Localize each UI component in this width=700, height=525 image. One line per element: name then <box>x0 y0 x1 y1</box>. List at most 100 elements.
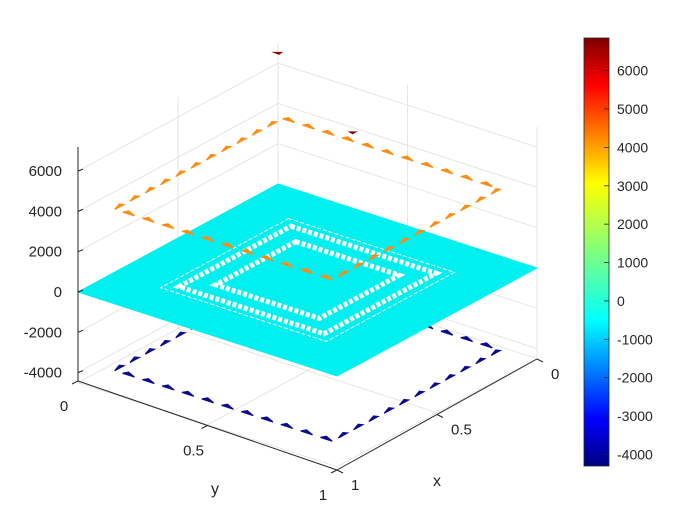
grid-line <box>77 62 538 172</box>
upper-ring-segment <box>160 178 172 186</box>
lower-ring-segment <box>162 384 175 391</box>
grid-line <box>336 358 538 468</box>
y-axis-label: y <box>211 481 219 498</box>
y-tick-mark <box>330 469 338 474</box>
grid-line <box>177 328 438 414</box>
z-tick-label: 0 <box>54 284 62 301</box>
upper-ring-segment <box>414 229 426 237</box>
lower-ring-segment <box>490 349 503 356</box>
lower-ring-segment <box>181 390 195 397</box>
colorbar-tick-label: 0 <box>617 293 625 309</box>
upper-ring-segment <box>282 117 295 124</box>
lower-ring-segment <box>320 435 333 442</box>
surface-plane <box>76 183 539 377</box>
y-tick-mark <box>201 425 208 429</box>
lower-ring-segment <box>144 348 157 355</box>
upper-ring-segment <box>114 203 126 211</box>
y-tick-label: 0.5 <box>183 443 204 460</box>
colorbar: 6000 5000 4000 3000 2000 1000 0 -1000 -2000 -3000… <box>583 37 653 467</box>
upper-ring-segment <box>490 188 503 195</box>
lower-ring-segment <box>414 390 426 398</box>
upper-ring-segment <box>300 268 313 275</box>
upper-ring-segment <box>221 242 234 249</box>
lower-ring-segment <box>221 403 234 410</box>
upper-ring-segment <box>381 149 394 156</box>
lower-ring-segment <box>399 398 411 406</box>
x-tick-mark <box>536 358 544 363</box>
upper-ring-segment <box>280 261 294 268</box>
y-tick-labels: 00.51 <box>60 380 338 504</box>
upper-ring-segment <box>266 120 279 128</box>
colorbar-tick-label: 5000 <box>617 101 648 117</box>
upper-ring-segment <box>320 274 333 281</box>
lower-ring-segment <box>368 415 381 422</box>
upper-ring-segment <box>205 153 218 161</box>
lower-ring-segment <box>444 374 457 381</box>
lower-ring-segment <box>142 377 155 385</box>
upper-ring <box>114 117 503 281</box>
peak-spike <box>271 51 284 55</box>
x-tick-mark <box>436 414 444 418</box>
colorbar-tick-label: -2000 <box>617 370 653 386</box>
inner-spike <box>347 131 358 135</box>
upper-ring-segment <box>181 229 195 236</box>
inner-ring-halo <box>159 218 456 342</box>
x-tick-labels: 00.51 <box>336 358 559 494</box>
colorbar-tick-label: 3000 <box>617 178 648 194</box>
lower-ring-segment <box>114 364 126 372</box>
lower-ring-segment <box>353 423 365 431</box>
lower-ring-segment <box>260 416 274 423</box>
upper-ring-segment <box>221 145 233 153</box>
grid-line <box>77 102 538 212</box>
upper-ring-segment <box>122 210 135 217</box>
lower-ring-segment <box>241 410 254 417</box>
upper-ring-segment <box>429 221 442 228</box>
upper-ring-segment <box>337 270 350 278</box>
upper-ring-segment <box>460 174 473 181</box>
lower-ring-segment <box>480 342 493 349</box>
inner-ring-inner <box>209 238 406 322</box>
z-tick-label: -2000 <box>24 324 62 341</box>
upper-ring-segment <box>129 195 142 202</box>
z-tick-mark <box>77 208 84 212</box>
z-tick-mark <box>77 329 84 333</box>
lower-ring-segment <box>383 407 396 414</box>
upper-ring-segment <box>201 235 214 243</box>
lower-ring-segment <box>460 335 473 343</box>
upper-ring-segment <box>383 245 396 253</box>
colorbar-ticks: 6000 5000 4000 3000 2000 1000 0 -1000 -2000 -3000… <box>604 63 653 462</box>
upper-ring-segment <box>302 123 315 130</box>
grid-line <box>77 382 338 468</box>
lower-ring-segment <box>337 431 350 439</box>
colorbar-tick-label: 4000 <box>617 139 648 155</box>
upper-ring-segment <box>322 129 335 137</box>
inner-ring-outer <box>172 223 443 337</box>
upper-ring-segment <box>361 142 375 149</box>
colorbar-tick-label: 1000 <box>617 255 648 271</box>
lower-ring-segment <box>300 429 313 436</box>
lower-ring-segment <box>475 357 487 365</box>
z-tick-label: 2000 <box>29 244 62 261</box>
colorbar-tick-label: -4000 <box>617 446 653 462</box>
x-tick-label: 0.5 <box>451 422 472 439</box>
lower-ring-segment <box>129 356 142 363</box>
lower-ring-segment <box>460 365 472 373</box>
upper-ring-segment <box>440 168 454 175</box>
z-tick-label: 6000 <box>29 163 62 180</box>
upper-ring-segment <box>401 155 414 162</box>
z-tick-mark <box>77 168 84 172</box>
upper-ring-segment <box>144 186 157 194</box>
upper-ring-segment <box>260 255 274 262</box>
colorbar-tick-label: -1000 <box>617 331 653 347</box>
lower-ring-segment <box>175 331 187 339</box>
z-tick-mark <box>77 249 84 253</box>
lower-ring-segment <box>201 397 214 404</box>
lower-ring-segment <box>440 329 454 336</box>
colorbar-tick-label: -3000 <box>617 408 653 424</box>
upper-ring-segment <box>368 254 381 261</box>
x-tick-mark <box>336 469 344 474</box>
upper-ring-segment <box>399 237 411 245</box>
upper-ring-segment <box>420 161 434 169</box>
grid-line <box>77 143 538 253</box>
